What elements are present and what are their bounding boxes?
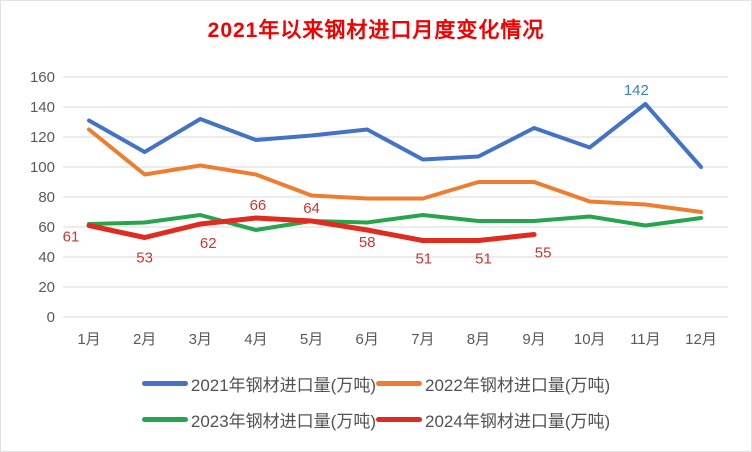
- legend-row: 2023年钢材进口量(万吨) 2024年钢材进口量(万吨): [141, 407, 610, 432]
- legend-swatch-icon: [141, 381, 188, 386]
- series-line-2: [87, 213, 703, 232]
- x-tick-label: 10月: [574, 331, 606, 348]
- y-tick-label: 20: [38, 279, 55, 296]
- data-label: 62: [200, 235, 217, 252]
- x-tick-label: 5月: [300, 331, 323, 348]
- data-label: 51: [415, 251, 432, 268]
- legend-label: 2023年钢材进口量(万吨): [190, 412, 376, 431]
- legend-row: 2021年钢材进口量(万吨) 2022年钢材进口量(万吨): [141, 371, 610, 396]
- x-tick-label: 3月: [189, 331, 212, 348]
- x-tick-label: 1月: [77, 331, 100, 348]
- series-line-1: [87, 127, 703, 214]
- y-tick-label: 40: [38, 249, 55, 266]
- x-tick-label: 8月: [467, 331, 490, 348]
- chart-title: 2021年以来钢材进口月度变化情况: [207, 19, 545, 42]
- series-line-3: [86, 215, 537, 243]
- data-label: 58: [359, 234, 376, 251]
- legend-label: 2021年钢材进口量(万吨): [190, 376, 376, 395]
- legend-swatch-icon: [376, 417, 422, 422]
- line-chart-plot-area: 160 140 120 100 80 60 40 20 0 1月 2月 3月 4月 5月 6月 7月 8月 9月 1…: [30, 69, 728, 348]
- x-tick-label: 9月: [522, 331, 545, 348]
- y-tick-label: 120: [30, 129, 55, 146]
- data-label: 142: [624, 82, 649, 99]
- legend-label: 2024年钢材进口量(万吨): [425, 412, 611, 431]
- data-label: 53: [136, 250, 153, 267]
- data-label: 51: [475, 251, 492, 268]
- x-tick-label: 12月: [685, 331, 717, 348]
- x-tick-label: 6月: [356, 331, 379, 348]
- y-tick-label: 80: [38, 189, 55, 206]
- y-tick-label: 60: [38, 219, 55, 236]
- y-tick-label: 100: [30, 159, 55, 176]
- data-label: 61: [63, 229, 80, 246]
- y-tick-label: 140: [30, 99, 55, 116]
- data-label: 55: [535, 245, 552, 262]
- y-tick-label: 0: [47, 309, 55, 326]
- legend-swatch-icon: [376, 381, 422, 386]
- legend-item-3: 2024年钢材进口量(万吨): [376, 407, 610, 432]
- legend-item-0: 2021年钢材进口量(万吨): [141, 371, 376, 396]
- x-tick-label: 4月: [244, 331, 267, 348]
- y-tick-label: 160: [30, 69, 55, 86]
- legend-label: 2022年钢材进口量(万吨): [425, 376, 611, 395]
- data-label: 66: [250, 197, 267, 214]
- chart-legend: 2021年钢材进口量(万吨) 2022年钢材进口量(万吨) 2023年钢材进口量(万…: [1, 371, 751, 432]
- x-tick-label: 7月: [411, 331, 434, 348]
- data-label: 64: [303, 200, 320, 217]
- x-tick-label: 2月: [133, 331, 156, 348]
- legend-item-2: 2023年钢材进口量(万吨): [141, 407, 376, 432]
- legend-item-1: 2022年钢材进口量(万吨): [376, 371, 610, 396]
- x-tick-label: 11月: [630, 331, 661, 348]
- legend-swatch-icon: [141, 417, 188, 422]
- series-line-0: [87, 102, 703, 169]
